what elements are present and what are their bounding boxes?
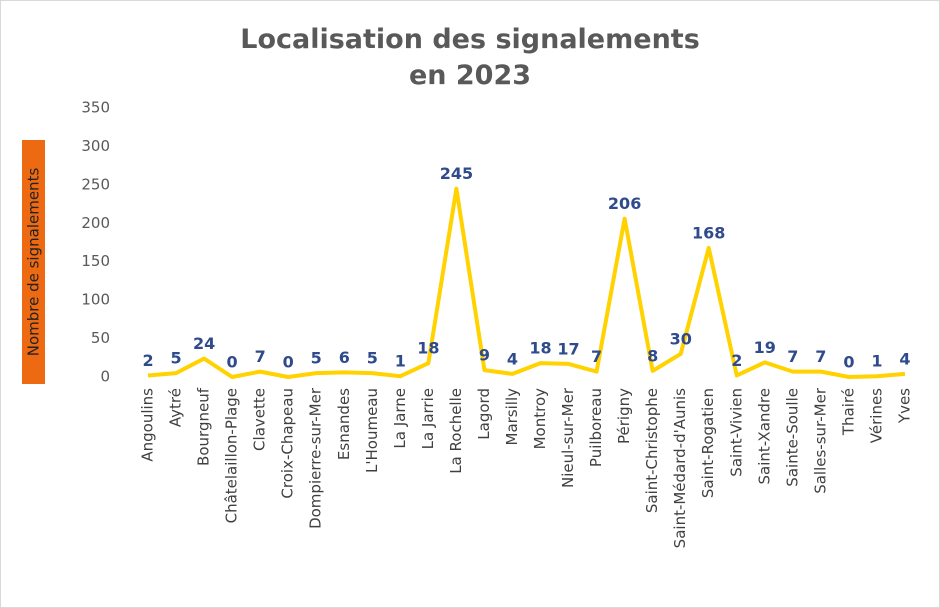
x-tick-label: Marsilly xyxy=(503,388,521,446)
line xyxy=(147,186,906,379)
x-tick-label: Saint-Rogatien xyxy=(699,388,717,498)
chart-title: Localisation des signalements en 2023 xyxy=(240,24,700,91)
data-label: 8 xyxy=(647,346,658,365)
data-label: 18 xyxy=(417,339,439,358)
y-tick-label: 0 xyxy=(100,368,110,386)
x-tick-label: Clavette xyxy=(251,388,269,451)
x-tick-label: Bourgneuf xyxy=(195,387,213,466)
x-tick-label: Nieul-sur-Mer xyxy=(559,387,577,488)
data-label: 5 xyxy=(367,349,378,368)
data-label: 2 xyxy=(731,351,742,370)
y-tick-label: 350 xyxy=(81,99,110,117)
y-tick-label: 200 xyxy=(81,214,110,232)
data-label: 7 xyxy=(815,347,826,366)
x-tick-label: Saint-Xandre xyxy=(755,388,773,485)
x-tick-label: Saint-Vivien xyxy=(727,388,745,477)
data-label: 5 xyxy=(170,349,181,368)
x-tick-label: Thairé xyxy=(839,388,857,436)
x-tick-label: Sainte-Soulle xyxy=(783,388,801,487)
data-label: 1 xyxy=(871,352,882,371)
x-tick-label: Yves xyxy=(895,388,913,424)
x-tick-label: Châtelaillon-Plage xyxy=(223,388,241,523)
y-tick-label: 100 xyxy=(81,291,110,309)
x-tick-label: La Rochelle xyxy=(447,388,465,474)
x-tick-label: Périgny xyxy=(615,388,633,444)
data-label: 4 xyxy=(507,349,518,368)
data-label: 206 xyxy=(608,194,641,213)
data-label: 7 xyxy=(255,347,266,366)
x-tick-label: La Jarne xyxy=(391,388,409,449)
data-label: 24 xyxy=(193,334,215,353)
y-tick-label: 250 xyxy=(81,175,110,193)
data-label: 0 xyxy=(227,353,238,372)
x-tick-label: La Jarrie xyxy=(419,388,437,449)
data-label: 17 xyxy=(557,339,579,358)
y-axis-label: Nombre de signalements xyxy=(25,168,43,357)
data-label: 18 xyxy=(529,339,551,358)
data-label: 0 xyxy=(283,353,294,372)
data-label: 30 xyxy=(670,329,692,348)
data-label: 9 xyxy=(479,346,490,365)
data-label: 168 xyxy=(692,223,725,242)
x-tick-label: Esnandes xyxy=(335,388,353,460)
x-tick-label: Saint-Christophe xyxy=(643,388,661,513)
data-label: 0 xyxy=(843,353,854,372)
data-label: 6 xyxy=(339,348,350,367)
data-label: 7 xyxy=(787,347,798,366)
y-label-box xyxy=(22,140,45,384)
data-label: 7 xyxy=(591,347,602,366)
x-tick-label: Salles-sur-Mer xyxy=(811,387,829,494)
x-tick-label: Dompierre-sur-Mer xyxy=(307,387,325,529)
data-label: 4 xyxy=(899,349,910,368)
data-label: 19 xyxy=(754,338,776,357)
y-tick-label: 50 xyxy=(91,329,110,347)
x-tick-label: Vérines xyxy=(867,388,885,443)
x-tick-label: Angoulins xyxy=(139,388,157,462)
data-label: 245 xyxy=(440,164,473,183)
x-tick-label: Montroy xyxy=(531,388,549,450)
x-tick-label: Croix-Chapeau xyxy=(279,388,297,499)
x-tick-label: Aytré xyxy=(167,388,185,427)
y-tick-label: 300 xyxy=(81,137,110,155)
x-tick-label: Saint-Médard-d'Aunis xyxy=(671,388,689,548)
x-tick-label: Lagord xyxy=(475,388,493,440)
y-tick-label: 150 xyxy=(81,252,110,270)
data-label: 1 xyxy=(395,352,406,371)
x-tick-label: L'Houmeau xyxy=(363,388,381,473)
data-label: 5 xyxy=(311,349,322,368)
x-tick-label: Puilboreau xyxy=(587,388,605,467)
data-label: 2 xyxy=(142,351,153,370)
